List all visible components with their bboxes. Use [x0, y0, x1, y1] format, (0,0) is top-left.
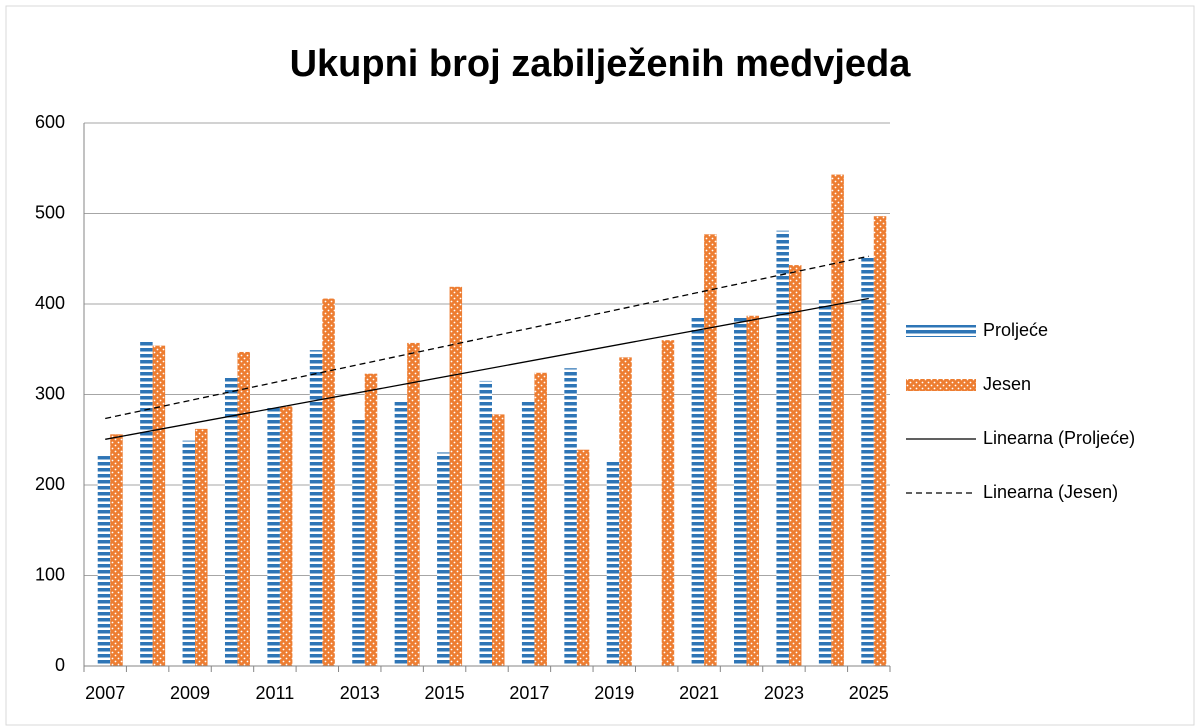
- bar: [776, 230, 789, 666]
- bar: [449, 286, 463, 666]
- bar: [788, 265, 802, 666]
- legend-swatch: [906, 325, 976, 337]
- bar: [195, 428, 208, 666]
- legend-label: Linearna (Jesen): [983, 482, 1118, 502]
- bar: [364, 373, 378, 666]
- bar: [279, 406, 293, 666]
- bar: [818, 298, 832, 666]
- trendline: [105, 297, 869, 440]
- bar: [322, 298, 335, 666]
- x-tick-label: 2013: [340, 683, 380, 703]
- bar: [492, 414, 505, 666]
- bar: [661, 340, 675, 666]
- y-tick-label: 100: [35, 564, 65, 584]
- legend-label: Linearna (Proljeće): [983, 428, 1135, 448]
- y-tick-label: 200: [35, 474, 65, 494]
- bar: [619, 357, 632, 666]
- x-tick-label: 2017: [509, 683, 549, 703]
- bar: [267, 406, 280, 666]
- x-tick-label: 2021: [679, 683, 719, 703]
- y-tick-label: 500: [35, 202, 65, 222]
- bar: [309, 350, 323, 666]
- chart-title: Ukupni broj zabilježenih medvjeda: [290, 43, 912, 85]
- bar: [831, 174, 844, 666]
- bar: [110, 434, 123, 666]
- legend-label: Proljeće: [983, 320, 1048, 340]
- x-tick-label: 2007: [85, 683, 125, 703]
- bar: [479, 380, 492, 666]
- x-tick-label: 2025: [849, 683, 889, 703]
- x-tick-label: 2023: [764, 683, 804, 703]
- y-tick-label: 600: [35, 112, 65, 132]
- bar: [734, 316, 747, 666]
- legend-label: Jesen: [983, 374, 1031, 394]
- bar: [873, 216, 887, 666]
- x-tick-label: 2009: [170, 683, 210, 703]
- x-tick-label: 2019: [594, 683, 634, 703]
- bar: [407, 342, 420, 666]
- bar: [437, 452, 450, 666]
- bar: [140, 341, 153, 666]
- bar: [152, 345, 166, 666]
- x-tick-label: 2011: [256, 683, 295, 703]
- bar: [534, 372, 547, 666]
- bar: [576, 449, 590, 666]
- bar: [224, 377, 238, 666]
- bar: [861, 256, 874, 666]
- y-tick-label: 400: [35, 293, 65, 313]
- bar: [704, 234, 717, 666]
- bar: [97, 456, 111, 666]
- bar: [182, 440, 196, 666]
- trendline: [105, 255, 869, 420]
- x-tick-label: 2015: [425, 683, 465, 703]
- bar: [352, 418, 365, 666]
- bar: [606, 460, 620, 666]
- bar: [691, 316, 705, 666]
- bar: [521, 401, 535, 666]
- bar: [746, 315, 760, 666]
- bar: [394, 399, 408, 666]
- legend-swatch: [906, 379, 976, 391]
- bar: [564, 368, 577, 666]
- y-tick-label: 300: [35, 383, 65, 403]
- bar: [237, 351, 250, 666]
- y-tick-label: 0: [55, 655, 65, 675]
